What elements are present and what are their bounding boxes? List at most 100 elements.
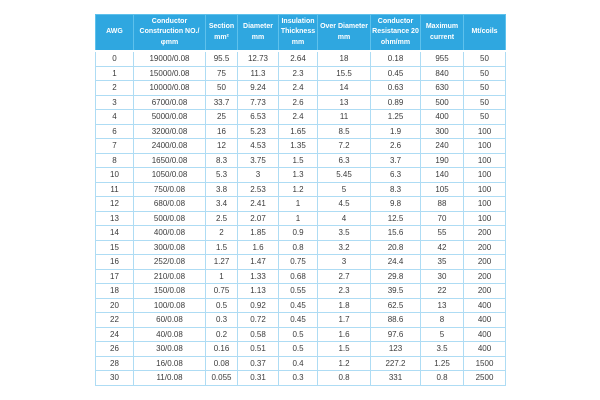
table-cell-section: 25 xyxy=(205,109,238,125)
table-cell-awg: 0 xyxy=(95,50,134,67)
table-cell-mt-coils: 100 xyxy=(463,167,506,183)
table-cell-diameter: 2.07 xyxy=(237,210,279,226)
table-cell-conductor-construction: 2400/0.08 xyxy=(133,138,206,154)
table-cell-insulation-thickness: 2.64 xyxy=(278,50,318,67)
table-cell-insulation-thickness: 2.3 xyxy=(278,65,318,81)
table-cell-mt-coils: 100 xyxy=(463,196,506,212)
table-row: 22 60/0.08 0.3 0.72 0.45 1.7 88.6 8 400 xyxy=(95,312,506,328)
table-cell-over-diameter: 3 xyxy=(317,254,371,270)
table-cell-over-diameter: 8.5 xyxy=(317,123,371,139)
table-cell-insulation-thickness: 0.8 xyxy=(278,239,318,255)
column-header-awg: AWG xyxy=(95,14,134,52)
table-cell-diameter: 1.6 xyxy=(237,239,279,255)
table-cell-section: 2.5 xyxy=(205,210,238,226)
table-cell-awg: 6 xyxy=(95,123,134,139)
table-cell-diameter: 6.53 xyxy=(237,109,279,125)
table-cell-conductor-resistance: 8.3 xyxy=(370,181,421,197)
table-cell-insulation-thickness: 0.3 xyxy=(278,370,318,386)
table-cell-conductor-resistance: 9.8 xyxy=(370,196,421,212)
table-cell-section: 8.3 xyxy=(205,152,238,168)
table-cell-mt-coils: 200 xyxy=(463,239,506,255)
table-cell-diameter: 0.31 xyxy=(237,370,279,386)
table-cell-mt-coils: 100 xyxy=(463,123,506,139)
table-cell-mt-coils: 200 xyxy=(463,225,506,241)
table-cell-conductor-resistance: 0.63 xyxy=(370,80,421,96)
table-row: 14 400/0.08 2 1.85 0.9 3.5 15.6 55 200 xyxy=(95,225,506,241)
table-row: 12 680/0.08 3.4 2.41 1 4.5 9.8 88 100 xyxy=(95,196,506,212)
table-cell-awg: 8 xyxy=(95,152,134,168)
table-cell-maximum-current: 1.25 xyxy=(420,355,464,371)
table-cell-diameter: 0.37 xyxy=(237,355,279,371)
table-cell-maximum-current: 500 xyxy=(420,94,464,110)
table-cell-awg: 10 xyxy=(95,167,134,183)
table-cell-over-diameter: 14 xyxy=(317,80,371,96)
table-cell-mt-coils: 200 xyxy=(463,254,506,270)
table-cell-conductor-resistance: 12.5 xyxy=(370,210,421,226)
table-cell-section: 1.5 xyxy=(205,239,238,255)
table-cell-maximum-current: 88 xyxy=(420,196,464,212)
table-cell-over-diameter: 4 xyxy=(317,210,371,226)
table-cell-section: 0.055 xyxy=(205,370,238,386)
table-cell-conductor-construction: 500/0.08 xyxy=(133,210,206,226)
column-header-insulation-thickness: Insulation Thickness mm xyxy=(278,14,318,52)
table-cell-insulation-thickness: 1 xyxy=(278,210,318,226)
table-cell-maximum-current: 13 xyxy=(420,297,464,313)
table-cell-mt-coils: 200 xyxy=(463,268,506,284)
table-cell-conductor-resistance: 0.18 xyxy=(370,50,421,67)
table-row: 13 500/0.08 2.5 2.07 1 4 12.5 70 100 xyxy=(95,210,506,226)
table-cell-insulation-thickness: 0.45 xyxy=(278,297,318,313)
table-row: 2 10000/0.08 50 9.24 2.4 14 0.63 630 50 xyxy=(95,80,506,96)
table-cell-section: 0.2 xyxy=(205,326,238,342)
table-cell-insulation-thickness: 2.6 xyxy=(278,94,318,110)
table-cell-diameter: 12.73 xyxy=(237,50,279,67)
table-cell-mt-coils: 400 xyxy=(463,297,506,313)
table-cell-over-diameter: 13 xyxy=(317,94,371,110)
table-cell-section: 95.5 xyxy=(205,50,238,67)
table-row: 0 19000/0.08 95.5 12.73 2.64 18 0.18 955 50 xyxy=(95,50,506,67)
table-cell-conductor-construction: 300/0.08 xyxy=(133,239,206,255)
table-cell-insulation-thickness: 0.55 xyxy=(278,283,318,299)
table-cell-over-diameter: 5 xyxy=(317,181,371,197)
table-cell-over-diameter: 5.45 xyxy=(317,167,371,183)
table-cell-over-diameter: 1.6 xyxy=(317,326,371,342)
table-cell-conductor-construction: 19000/0.08 xyxy=(133,50,206,67)
table-cell-conductor-resistance: 29.8 xyxy=(370,268,421,284)
wire-gauge-spec-table-container: AWG Conductor Construction NO./φmm Section… xyxy=(95,14,506,386)
table-cell-conductor-construction: 750/0.08 xyxy=(133,181,206,197)
table-cell-mt-coils: 100 xyxy=(463,152,506,168)
table-cell-mt-coils: 400 xyxy=(463,326,506,342)
table-row: 20 100/0.08 0.5 0.92 0.45 1.8 62.5 13 400 xyxy=(95,297,506,313)
table-cell-awg: 28 xyxy=(95,355,134,371)
table-cell-awg: 4 xyxy=(95,109,134,125)
table-cell-diameter: 2.41 xyxy=(237,196,279,212)
table-cell-over-diameter: 1.8 xyxy=(317,297,371,313)
table-cell-insulation-thickness: 1.65 xyxy=(278,123,318,139)
table-cell-maximum-current: 5 xyxy=(420,326,464,342)
table-cell-conductor-resistance: 1.9 xyxy=(370,123,421,139)
table-row: 28 16/0.08 0.08 0.37 0.4 1.2 227.2 1.25 1500 xyxy=(95,355,506,371)
table-cell-over-diameter: 4.5 xyxy=(317,196,371,212)
table-cell-mt-coils: 2500 xyxy=(463,370,506,386)
table-row: 18 150/0.08 0.75 1.13 0.55 2.3 39.5 22 200 xyxy=(95,283,506,299)
table-cell-conductor-construction: 30/0.08 xyxy=(133,341,206,357)
table-cell-diameter: 0.51 xyxy=(237,341,279,357)
table-cell-conductor-resistance: 331 xyxy=(370,370,421,386)
table-row: 1 15000/0.08 75 11.3 2.3 15.5 0.45 840 50 xyxy=(95,65,506,81)
table-cell-diameter: 1.13 xyxy=(237,283,279,299)
table-cell-section: 2 xyxy=(205,225,238,241)
table-cell-insulation-thickness: 0.75 xyxy=(278,254,318,270)
column-header-section: Section mm² xyxy=(205,14,238,52)
table-cell-over-diameter: 6.3 xyxy=(317,152,371,168)
table-cell-conductor-resistance: 227.2 xyxy=(370,355,421,371)
table-cell-section: 0.3 xyxy=(205,312,238,328)
table-cell-over-diameter: 7.2 xyxy=(317,138,371,154)
table-cell-awg: 12 xyxy=(95,196,134,212)
column-header-maximum-current: Maximum current xyxy=(420,14,464,52)
table-cell-conductor-resistance: 20.8 xyxy=(370,239,421,255)
table-cell-over-diameter: 1.7 xyxy=(317,312,371,328)
table-row: 24 40/0.08 0.2 0.58 0.5 1.6 97.6 5 400 xyxy=(95,326,506,342)
table-cell-over-diameter: 3.5 xyxy=(317,225,371,241)
table-cell-over-diameter: 2.3 xyxy=(317,283,371,299)
table-cell-conductor-resistance: 3.7 xyxy=(370,152,421,168)
table-row: 26 30/0.08 0.16 0.51 0.5 1.5 123 3.5 400 xyxy=(95,341,506,357)
